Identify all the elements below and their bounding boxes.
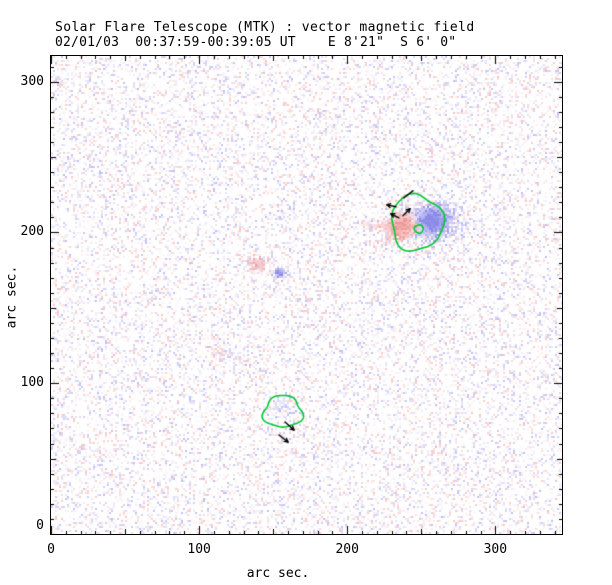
y-axis-label: arc sec. [4, 265, 20, 329]
plot-area [50, 55, 563, 535]
x-axis-label: arc sec. [246, 566, 310, 581]
figure-subtitle: 02/01/03 00:37:59-00:39:05 UT E 8'21" S … [55, 35, 457, 50]
x-tick-label: 300 [483, 542, 508, 557]
x-tick-label: 200 [335, 542, 359, 557]
y-tick-label: 0 [36, 518, 44, 533]
x-tick-label: 0 [47, 542, 55, 557]
y-tick-label: 200 [20, 224, 44, 240]
y-tick-label: 300 [20, 73, 44, 89]
y-tick-label: 100 [20, 375, 44, 391]
x-tick-label: 100 [187, 542, 211, 557]
figure-title: Solar Flare Telescope (MTK) : vector mag… [55, 20, 475, 35]
magnetogram-canvas [51, 56, 562, 534]
